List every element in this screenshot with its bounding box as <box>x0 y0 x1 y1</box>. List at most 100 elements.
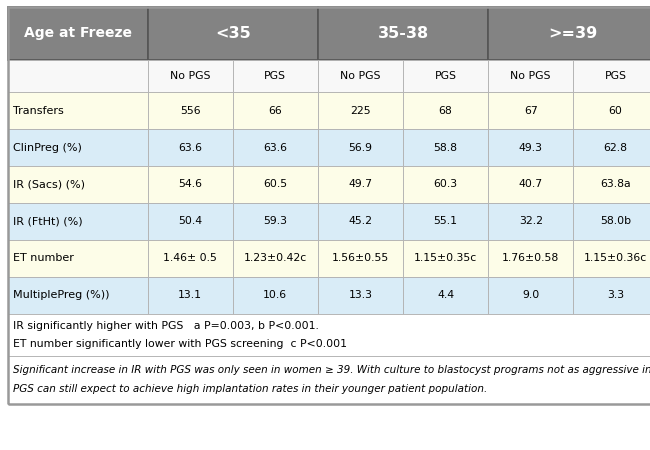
FancyBboxPatch shape <box>8 356 650 404</box>
Text: ET number significantly lower with PGS screening  c P<0.001: ET number significantly lower with PGS s… <box>13 338 347 349</box>
FancyBboxPatch shape <box>573 92 650 129</box>
Text: 1.76±0.58: 1.76±0.58 <box>502 253 560 263</box>
Text: 13.3: 13.3 <box>348 290 372 300</box>
FancyBboxPatch shape <box>8 166 148 203</box>
FancyBboxPatch shape <box>573 166 650 203</box>
Text: 54.6: 54.6 <box>178 180 202 189</box>
Text: PGS: PGS <box>265 71 286 81</box>
FancyBboxPatch shape <box>318 166 403 203</box>
Text: No PGS: No PGS <box>510 71 551 81</box>
FancyBboxPatch shape <box>573 240 650 277</box>
Text: IR significantly higher with PGS   a P=0.003, b P<0.001.: IR significantly higher with PGS a P=0.0… <box>13 320 319 331</box>
FancyBboxPatch shape <box>8 60 148 92</box>
Text: 1.15±0.36c: 1.15±0.36c <box>584 253 647 263</box>
Text: ClinPreg (%): ClinPreg (%) <box>13 143 82 153</box>
Text: 1.56±0.55: 1.56±0.55 <box>332 253 389 263</box>
FancyBboxPatch shape <box>318 240 403 277</box>
Text: 225: 225 <box>350 106 370 116</box>
FancyBboxPatch shape <box>403 203 488 240</box>
FancyBboxPatch shape <box>148 277 233 314</box>
FancyBboxPatch shape <box>403 166 488 203</box>
FancyBboxPatch shape <box>233 240 318 277</box>
Text: 45.2: 45.2 <box>348 216 372 226</box>
FancyBboxPatch shape <box>573 129 650 166</box>
Text: 13.1: 13.1 <box>178 290 202 300</box>
Text: 35-38: 35-38 <box>378 26 428 41</box>
Text: 49.7: 49.7 <box>348 180 372 189</box>
Text: 10.6: 10.6 <box>263 290 287 300</box>
FancyBboxPatch shape <box>318 7 488 60</box>
FancyBboxPatch shape <box>233 129 318 166</box>
Text: Transfers: Transfers <box>13 106 64 116</box>
Text: 32.2: 32.2 <box>519 216 543 226</box>
FancyBboxPatch shape <box>8 203 148 240</box>
FancyBboxPatch shape <box>488 203 573 240</box>
Text: 4.4: 4.4 <box>437 290 454 300</box>
Text: 60: 60 <box>608 106 623 116</box>
Text: Age at Freeze: Age at Freeze <box>23 26 132 40</box>
Text: 59.3: 59.3 <box>263 216 287 226</box>
FancyBboxPatch shape <box>148 129 233 166</box>
FancyBboxPatch shape <box>573 60 650 92</box>
Text: 58.8: 58.8 <box>434 143 458 153</box>
Text: MultiplePreg (%)): MultiplePreg (%)) <box>13 290 109 300</box>
FancyBboxPatch shape <box>573 203 650 240</box>
FancyBboxPatch shape <box>488 129 573 166</box>
FancyBboxPatch shape <box>233 166 318 203</box>
Text: IR (Sacs) (%): IR (Sacs) (%) <box>13 180 85 189</box>
FancyBboxPatch shape <box>233 277 318 314</box>
Text: 50.4: 50.4 <box>178 216 202 226</box>
FancyBboxPatch shape <box>233 92 318 129</box>
Text: 55.1: 55.1 <box>434 216 458 226</box>
Text: 58.0b: 58.0b <box>600 216 631 226</box>
Text: 3.3: 3.3 <box>607 290 624 300</box>
FancyBboxPatch shape <box>148 92 233 129</box>
Text: 67: 67 <box>524 106 538 116</box>
FancyBboxPatch shape <box>148 7 318 60</box>
FancyBboxPatch shape <box>403 240 488 277</box>
Text: >=39: >=39 <box>549 26 597 41</box>
Text: No PGS: No PGS <box>340 71 381 81</box>
Text: 63.6: 63.6 <box>178 143 202 153</box>
FancyBboxPatch shape <box>488 60 573 92</box>
Text: 63.6: 63.6 <box>263 143 287 153</box>
FancyBboxPatch shape <box>8 92 148 129</box>
FancyBboxPatch shape <box>148 166 233 203</box>
FancyBboxPatch shape <box>403 60 488 92</box>
FancyBboxPatch shape <box>148 203 233 240</box>
Text: PGS: PGS <box>435 71 456 81</box>
FancyBboxPatch shape <box>8 314 650 356</box>
FancyBboxPatch shape <box>488 7 650 60</box>
Text: 66: 66 <box>268 106 282 116</box>
FancyBboxPatch shape <box>148 60 233 92</box>
Text: PGS: PGS <box>604 71 627 81</box>
Text: <35: <35 <box>214 26 251 41</box>
FancyBboxPatch shape <box>318 129 403 166</box>
FancyBboxPatch shape <box>8 240 148 277</box>
FancyBboxPatch shape <box>318 92 403 129</box>
Text: 1.15±0.35c: 1.15±0.35c <box>414 253 477 263</box>
FancyBboxPatch shape <box>403 92 488 129</box>
Text: PGS can still expect to achieve high implantation rates in their younger patient: PGS can still expect to achieve high imp… <box>13 383 488 394</box>
FancyBboxPatch shape <box>8 277 148 314</box>
Text: 1.23±0.42c: 1.23±0.42c <box>244 253 307 263</box>
FancyBboxPatch shape <box>403 129 488 166</box>
FancyBboxPatch shape <box>318 203 403 240</box>
Text: Significant increase in IR with PGS was only seen in women ≥ 39. With culture to: Significant increase in IR with PGS was … <box>13 364 650 375</box>
FancyBboxPatch shape <box>403 277 488 314</box>
Text: No PGS: No PGS <box>170 71 211 81</box>
Text: 63.8a: 63.8a <box>600 180 631 189</box>
FancyBboxPatch shape <box>8 129 148 166</box>
FancyBboxPatch shape <box>318 277 403 314</box>
Text: 68: 68 <box>439 106 452 116</box>
Text: ET number: ET number <box>13 253 74 263</box>
FancyBboxPatch shape <box>233 203 318 240</box>
Text: 556: 556 <box>180 106 200 116</box>
FancyBboxPatch shape <box>318 60 403 92</box>
Text: IR (FtHt) (%): IR (FtHt) (%) <box>13 216 83 226</box>
Text: 56.9: 56.9 <box>348 143 372 153</box>
FancyBboxPatch shape <box>148 240 233 277</box>
Text: 62.8: 62.8 <box>604 143 627 153</box>
FancyBboxPatch shape <box>488 277 573 314</box>
Text: 60.5: 60.5 <box>263 180 287 189</box>
